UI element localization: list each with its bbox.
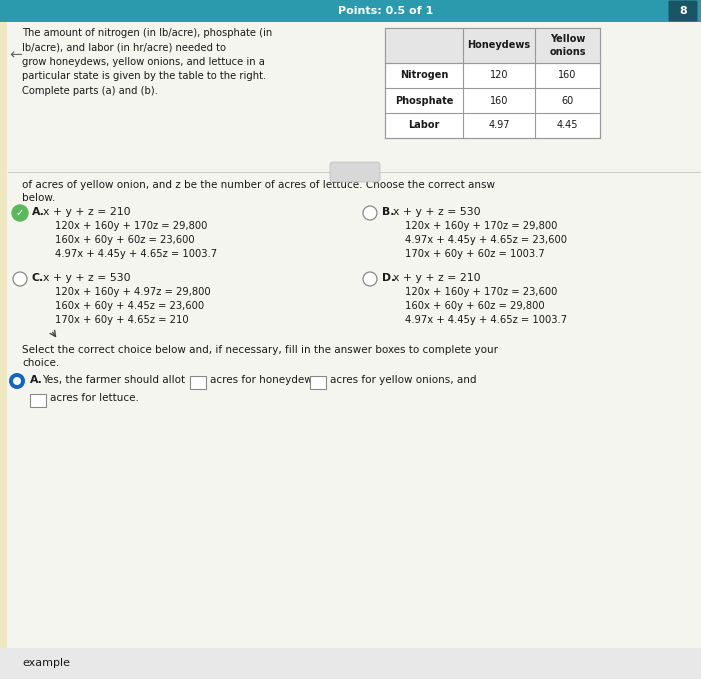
- Text: 160x + 60y + 4.45z = 23,600: 160x + 60y + 4.45z = 23,600: [55, 301, 204, 311]
- Text: 160: 160: [490, 96, 508, 105]
- Bar: [190, 376, 206, 389]
- Text: acres for honeydew,: acres for honeydew,: [210, 375, 316, 385]
- Text: x + y + z = 530: x + y + z = 530: [393, 207, 481, 217]
- Text: 120x + 160y + 170z = 29,800: 120x + 160y + 170z = 29,800: [55, 221, 207, 231]
- Text: x + y + z = 210: x + y + z = 210: [393, 273, 481, 283]
- Text: example: example: [22, 659, 70, 669]
- Text: Nitrogen: Nitrogen: [400, 71, 448, 81]
- Text: A.: A.: [32, 207, 45, 217]
- Text: acres for lettuce.: acres for lettuce.: [50, 393, 139, 403]
- Circle shape: [12, 205, 28, 221]
- Text: of acres of yellow onion, and z be the number of acres of lettuce. Choose the co: of acres of yellow onion, and z be the n…: [22, 180, 495, 190]
- Text: Select the correct choice below and, if necessary, fill in the answer boxes to c: Select the correct choice below and, if …: [22, 345, 498, 355]
- Circle shape: [13, 272, 27, 286]
- Text: Yes, the farmer should allot: Yes, the farmer should allot: [42, 375, 185, 385]
- Text: Honeydews: Honeydews: [468, 41, 531, 50]
- Text: The amount of nitrogen (in lb/acre), phosphate (in
lb/acre), and labor (in hr/ac: The amount of nitrogen (in lb/acre), pho…: [22, 28, 272, 96]
- Bar: [0, 648, 701, 679]
- Text: 4.97x + 4.45y + 4.65z = 1003.7: 4.97x + 4.45y + 4.65z = 1003.7: [55, 249, 217, 259]
- Bar: [30, 394, 46, 407]
- Text: 4.97x + 4.45y + 4.65z = 1003.7: 4.97x + 4.45y + 4.65z = 1003.7: [405, 315, 567, 325]
- Text: Phosphate: Phosphate: [395, 96, 453, 105]
- Text: 120x + 160y + 170z = 29,800: 120x + 160y + 170z = 29,800: [405, 221, 557, 231]
- Text: 160x + 60y + 60z = 23,600: 160x + 60y + 60z = 23,600: [55, 235, 195, 245]
- Text: C.: C.: [32, 273, 44, 283]
- Bar: [0, 0, 701, 22]
- Text: A.: A.: [30, 375, 43, 385]
- Text: 120x + 160y + 170z = 23,600: 120x + 160y + 170z = 23,600: [405, 287, 557, 297]
- Text: 8: 8: [679, 6, 687, 16]
- Text: 4.97x + 4.45y + 4.65z = 23,600: 4.97x + 4.45y + 4.65z = 23,600: [405, 235, 567, 245]
- Text: acres for yellow onions, and: acres for yellow onions, and: [330, 375, 477, 385]
- Text: choice.: choice.: [22, 358, 60, 368]
- Text: ←: ←: [10, 48, 22, 62]
- Text: ✓: ✓: [16, 208, 24, 218]
- FancyBboxPatch shape: [330, 162, 380, 182]
- Bar: [310, 376, 326, 389]
- Text: 160: 160: [558, 71, 577, 81]
- Text: x + y + z = 530: x + y + z = 530: [43, 273, 130, 283]
- Text: Yellow
onions: Yellow onions: [550, 35, 586, 57]
- Bar: [0, 22, 7, 679]
- Text: 60: 60: [562, 96, 573, 105]
- Text: Labor: Labor: [408, 120, 440, 130]
- Text: 120x + 160y + 4.97z = 29,800: 120x + 160y + 4.97z = 29,800: [55, 287, 210, 297]
- FancyBboxPatch shape: [669, 1, 697, 22]
- Text: B.: B.: [382, 207, 395, 217]
- Circle shape: [363, 272, 377, 286]
- Text: x + y + z = 210: x + y + z = 210: [43, 207, 130, 217]
- Circle shape: [13, 377, 21, 385]
- Text: 160x + 60y + 60z = 29,800: 160x + 60y + 60z = 29,800: [405, 301, 545, 311]
- Text: 4.97: 4.97: [489, 120, 510, 130]
- Text: Points: 0.5 of 1: Points: 0.5 of 1: [338, 6, 433, 16]
- Bar: [385, 28, 600, 138]
- Bar: [385, 28, 600, 63]
- Text: 120: 120: [490, 71, 508, 81]
- Circle shape: [363, 206, 377, 220]
- Text: 170x + 60y + 4.65z = 210: 170x + 60y + 4.65z = 210: [55, 315, 189, 325]
- Text: D.: D.: [382, 273, 395, 283]
- Text: 4.45: 4.45: [557, 120, 578, 130]
- Text: 170x + 60y + 60z = 1003.7: 170x + 60y + 60z = 1003.7: [405, 249, 545, 259]
- Text: below.: below.: [22, 193, 55, 203]
- Circle shape: [9, 373, 25, 389]
